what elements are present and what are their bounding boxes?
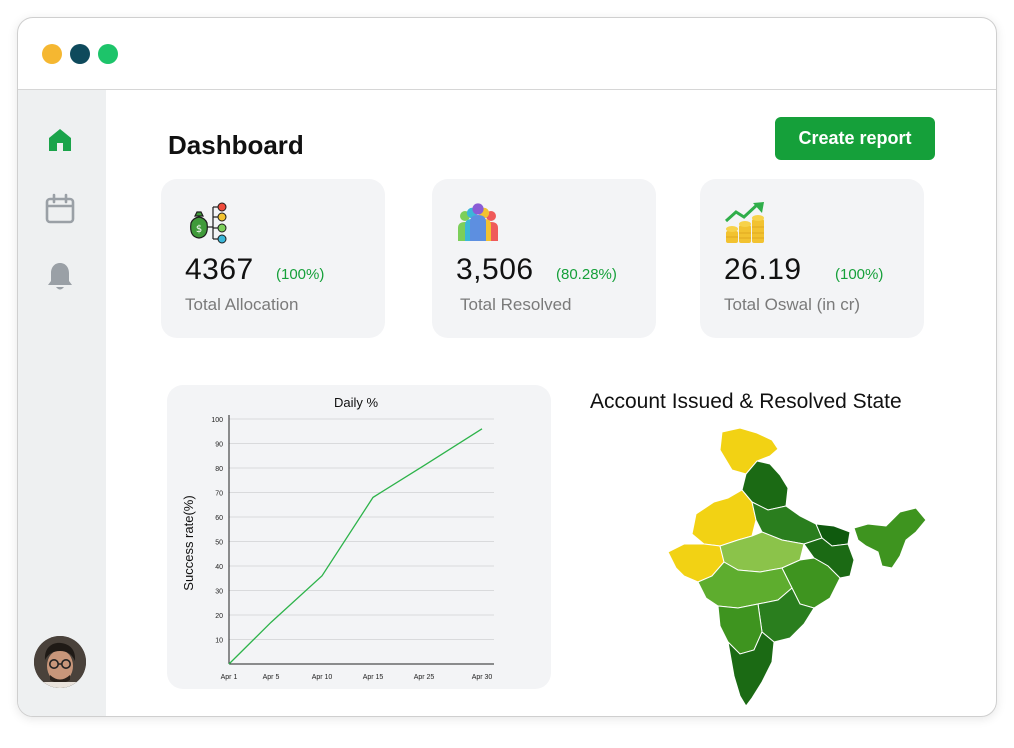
india-state-map — [667, 428, 927, 707]
chart-y-tick-label: 10 — [215, 638, 223, 645]
chart-x-tick-label: Apr 10 — [312, 674, 333, 681]
chart-series-line — [228, 428, 483, 665]
sidebar-item-home[interactable] — [42, 122, 78, 158]
main-content: Dashboard Create report $ 4367 (100%) — [106, 90, 996, 716]
page-title: Dashboard — [168, 130, 304, 160]
map-region-northeast[interactable] — [853, 507, 927, 569]
chart-x-tick-label: Apr 1 — [221, 674, 238, 681]
chart-x-tick-label: Apr 15 — [363, 674, 384, 681]
window-maximize-dot[interactable] — [98, 44, 118, 64]
daily-percent-chart-card: Daily % Success rate(%) 10 20 30 40 50 60 70 80… — [167, 385, 551, 689]
map-region-north[interactable] — [719, 428, 779, 475]
sidebar — [18, 90, 106, 716]
chart-y-tick-label: 80 — [215, 466, 223, 473]
stat-value: 4367 — [185, 253, 254, 286]
chart-y-tick-label: 90 — [215, 442, 223, 449]
chart-axes — [228, 415, 494, 665]
map-region-east[interactable] — [803, 537, 855, 579]
stat-card-total-oswal[interactable]: 26.19 (100%) Total Oswal (in cr) — [700, 179, 924, 338]
stat-percent: (100%) — [835, 266, 884, 283]
stat-card-total-resolved[interactable]: 3,506 (80.28%) Total Resolved — [432, 179, 656, 338]
user-avatar[interactable] — [34, 636, 86, 688]
daily-percent-chart: Daily % Success rate(%) 10 20 30 40 50 60 70 80… — [181, 395, 494, 681]
stat-label: Total Oswal (in cr) — [724, 295, 861, 314]
stat-percent: (80.28%) — [556, 266, 617, 283]
window-minimize-dot[interactable] — [42, 44, 62, 64]
window-close-dot[interactable] — [70, 44, 90, 64]
chart-x-tick-label: Apr 30 — [472, 674, 493, 681]
chart-x-tick-label: Apr 5 — [263, 674, 280, 681]
bell-icon — [48, 263, 72, 290]
calendar-icon — [45, 193, 75, 224]
sidebar-item-notifications[interactable] — [42, 259, 78, 295]
chart-y-tick-label: 50 — [215, 540, 223, 547]
stat-percent: (100%) — [276, 266, 325, 283]
chart-y-ticks: 10 20 30 40 50 60 70 80 90 100 — [211, 417, 223, 645]
chart-x-ticks: Apr 1 Apr 5 Apr 10 Apr 15 Apr 25 Apr 30 — [221, 674, 493, 681]
avatar-photo — [34, 636, 86, 688]
stat-label: Total Resolved — [460, 295, 572, 314]
create-report-button[interactable]: Create report — [775, 117, 935, 160]
chart-y-tick-label: 30 — [215, 589, 223, 596]
sidebar-item-calendar[interactable] — [42, 191, 78, 227]
stat-card-total-allocation[interactable]: $ 4367 (100%) Total Allocation — [161, 179, 385, 338]
chart-y-tick-label: 40 — [215, 564, 223, 571]
home-icon — [49, 129, 71, 151]
stat-label: Total Allocation — [185, 295, 299, 314]
chart-x-tick-label: Apr 25 — [414, 674, 435, 681]
money-bag-distribution-icon: $ — [190, 202, 227, 244]
title-bar — [18, 18, 996, 90]
chart-series — [228, 428, 483, 665]
stat-value: 26.19 — [724, 253, 802, 286]
map-title: Account Issued & Resolved State — [590, 390, 902, 413]
stat-value: 3,506 — [456, 253, 534, 286]
chart-y-tick-label: 70 — [215, 491, 223, 498]
svg-text:$: $ — [196, 224, 202, 235]
chart-y-axis-label: Success rate(%) — [181, 495, 196, 590]
chart-title: Daily % — [334, 395, 379, 410]
people-group-icon — [458, 203, 498, 241]
chart-gridlines — [229, 418, 494, 640]
app-window: Dashboard Create report $ 4367 (100%) — [17, 17, 997, 717]
coins-growth-icon — [724, 202, 764, 243]
chart-y-tick-label: 100 — [211, 417, 223, 424]
map-region-south[interactable] — [727, 631, 775, 707]
map-region-west[interactable] — [691, 489, 757, 547]
chart-y-tick-label: 20 — [215, 613, 223, 620]
chart-y-tick-label: 60 — [215, 515, 223, 522]
